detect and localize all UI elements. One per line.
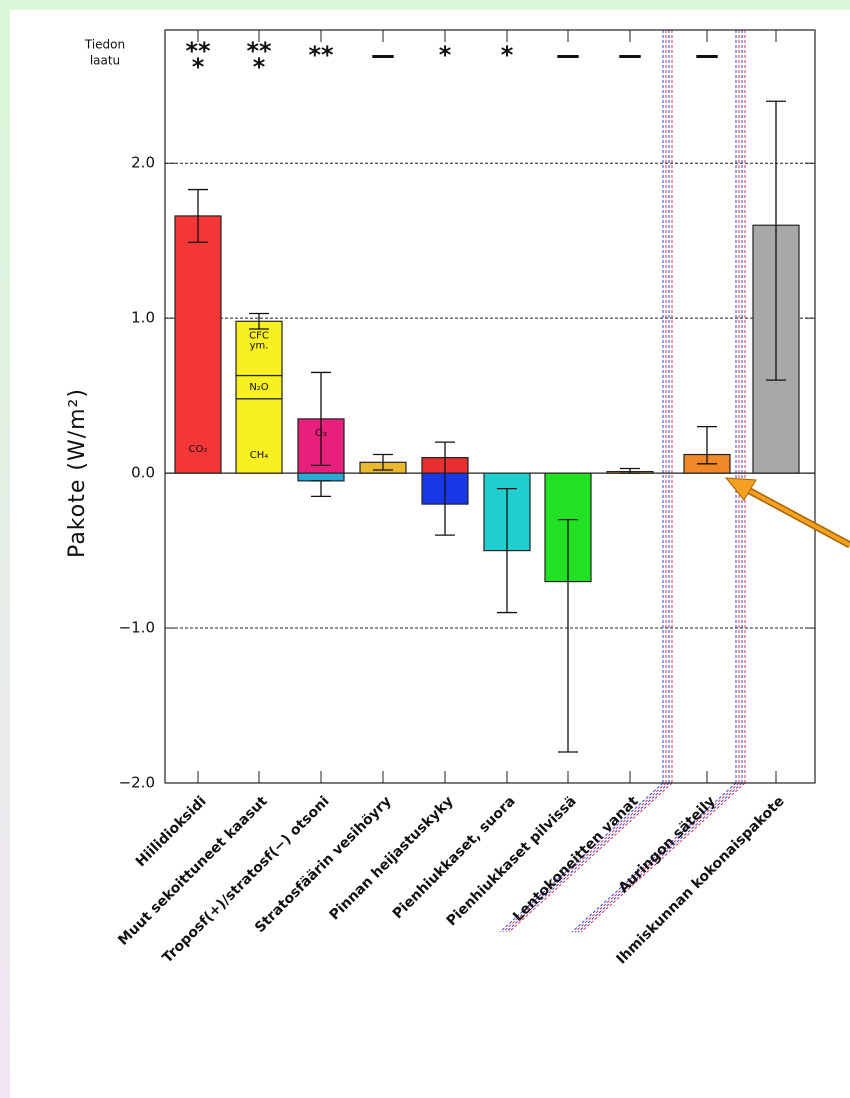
error-bar — [311, 480, 331, 498]
error-bar — [249, 312, 269, 330]
quality-mark: — — [371, 41, 395, 69]
quality-mark: — — [618, 41, 642, 69]
quality-mark: — — [556, 41, 580, 69]
quality-mark: ** — [185, 37, 211, 65]
bar-segment — [235, 398, 283, 474]
error-bar — [435, 441, 455, 536]
y-axis-label: Pakote (W/m²) — [65, 388, 90, 558]
separators — [499, 30, 746, 933]
plot-frame — [164, 29, 816, 784]
arrow — [724, 477, 850, 549]
quality-mark: ** — [308, 41, 334, 69]
quality-mark: * — [439, 41, 452, 69]
bar-segment — [174, 215, 222, 474]
quality-mark: * — [192, 53, 205, 81]
segment-label: N₂O — [249, 382, 268, 393]
segment-label: ym. — [250, 340, 269, 351]
error-bar — [311, 371, 331, 467]
error-bar — [188, 188, 208, 243]
y-tick-label: 0.0 — [131, 464, 155, 482]
quality-title: Tiedon — [84, 38, 125, 52]
y-tick-label: 1.0 — [131, 309, 155, 327]
segment-label: CH₄ — [250, 450, 269, 461]
bar-segment — [235, 320, 283, 377]
quality-mark: * — [501, 41, 514, 69]
error-bar — [373, 453, 393, 471]
error-bar — [558, 518, 578, 753]
segment-label: CFC — [249, 330, 269, 341]
panel — [10, 10, 850, 1098]
quality-mark: — — [695, 41, 719, 69]
y-tick-label: −2.0 — [119, 774, 155, 792]
bar-segment — [297, 472, 345, 482]
error-bar — [620, 467, 640, 474]
bar-segment — [752, 224, 800, 474]
quality-mark: * — [253, 53, 266, 81]
quality-mark: ** — [246, 37, 272, 65]
error-bar — [697, 425, 717, 465]
y-tick-label: 2.0 — [131, 154, 155, 172]
segment-label: CO₂ — [189, 444, 208, 455]
error-bar — [497, 487, 517, 614]
error-bar — [766, 100, 786, 381]
y-tick-label: −1.0 — [119, 619, 155, 637]
quality-title: laatu — [90, 54, 120, 68]
